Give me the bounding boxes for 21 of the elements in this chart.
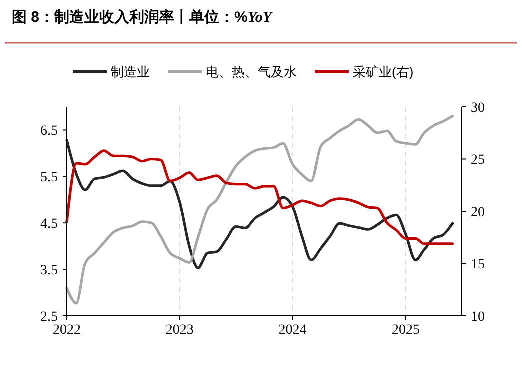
y-tick-label: 5.5 xyxy=(40,170,58,186)
legend-label: 采矿业(右) xyxy=(353,64,414,80)
y2-tick-label: 15 xyxy=(471,258,485,273)
legend-label: 制造业 xyxy=(111,64,150,80)
y2-tick-label: 10 xyxy=(471,310,485,325)
line-series xyxy=(66,139,454,270)
y-tick-label: 3.5 xyxy=(40,263,58,278)
x-tick-label: 2022 xyxy=(53,323,81,338)
x-tick-label: 2023 xyxy=(166,323,194,338)
y-tick-label: 6.5 xyxy=(40,124,58,140)
chart-title: 图 8：制造业收入利润率丨单位：%YoY xyxy=(12,8,274,26)
y-tick-label: 4.5 xyxy=(40,217,58,232)
y2-tick-label: 20 xyxy=(471,205,485,220)
y-tick-label: 2.5 xyxy=(40,310,58,325)
x-tick-label: 2024 xyxy=(278,323,307,338)
legend-label: 电、热、气及水 xyxy=(206,64,297,80)
line-series xyxy=(66,115,454,305)
line-series xyxy=(66,150,454,246)
y2-tick-label: 30 xyxy=(471,100,485,116)
x-tick-label: 2025 xyxy=(392,323,420,338)
y2-tick-label: 25 xyxy=(471,153,485,168)
